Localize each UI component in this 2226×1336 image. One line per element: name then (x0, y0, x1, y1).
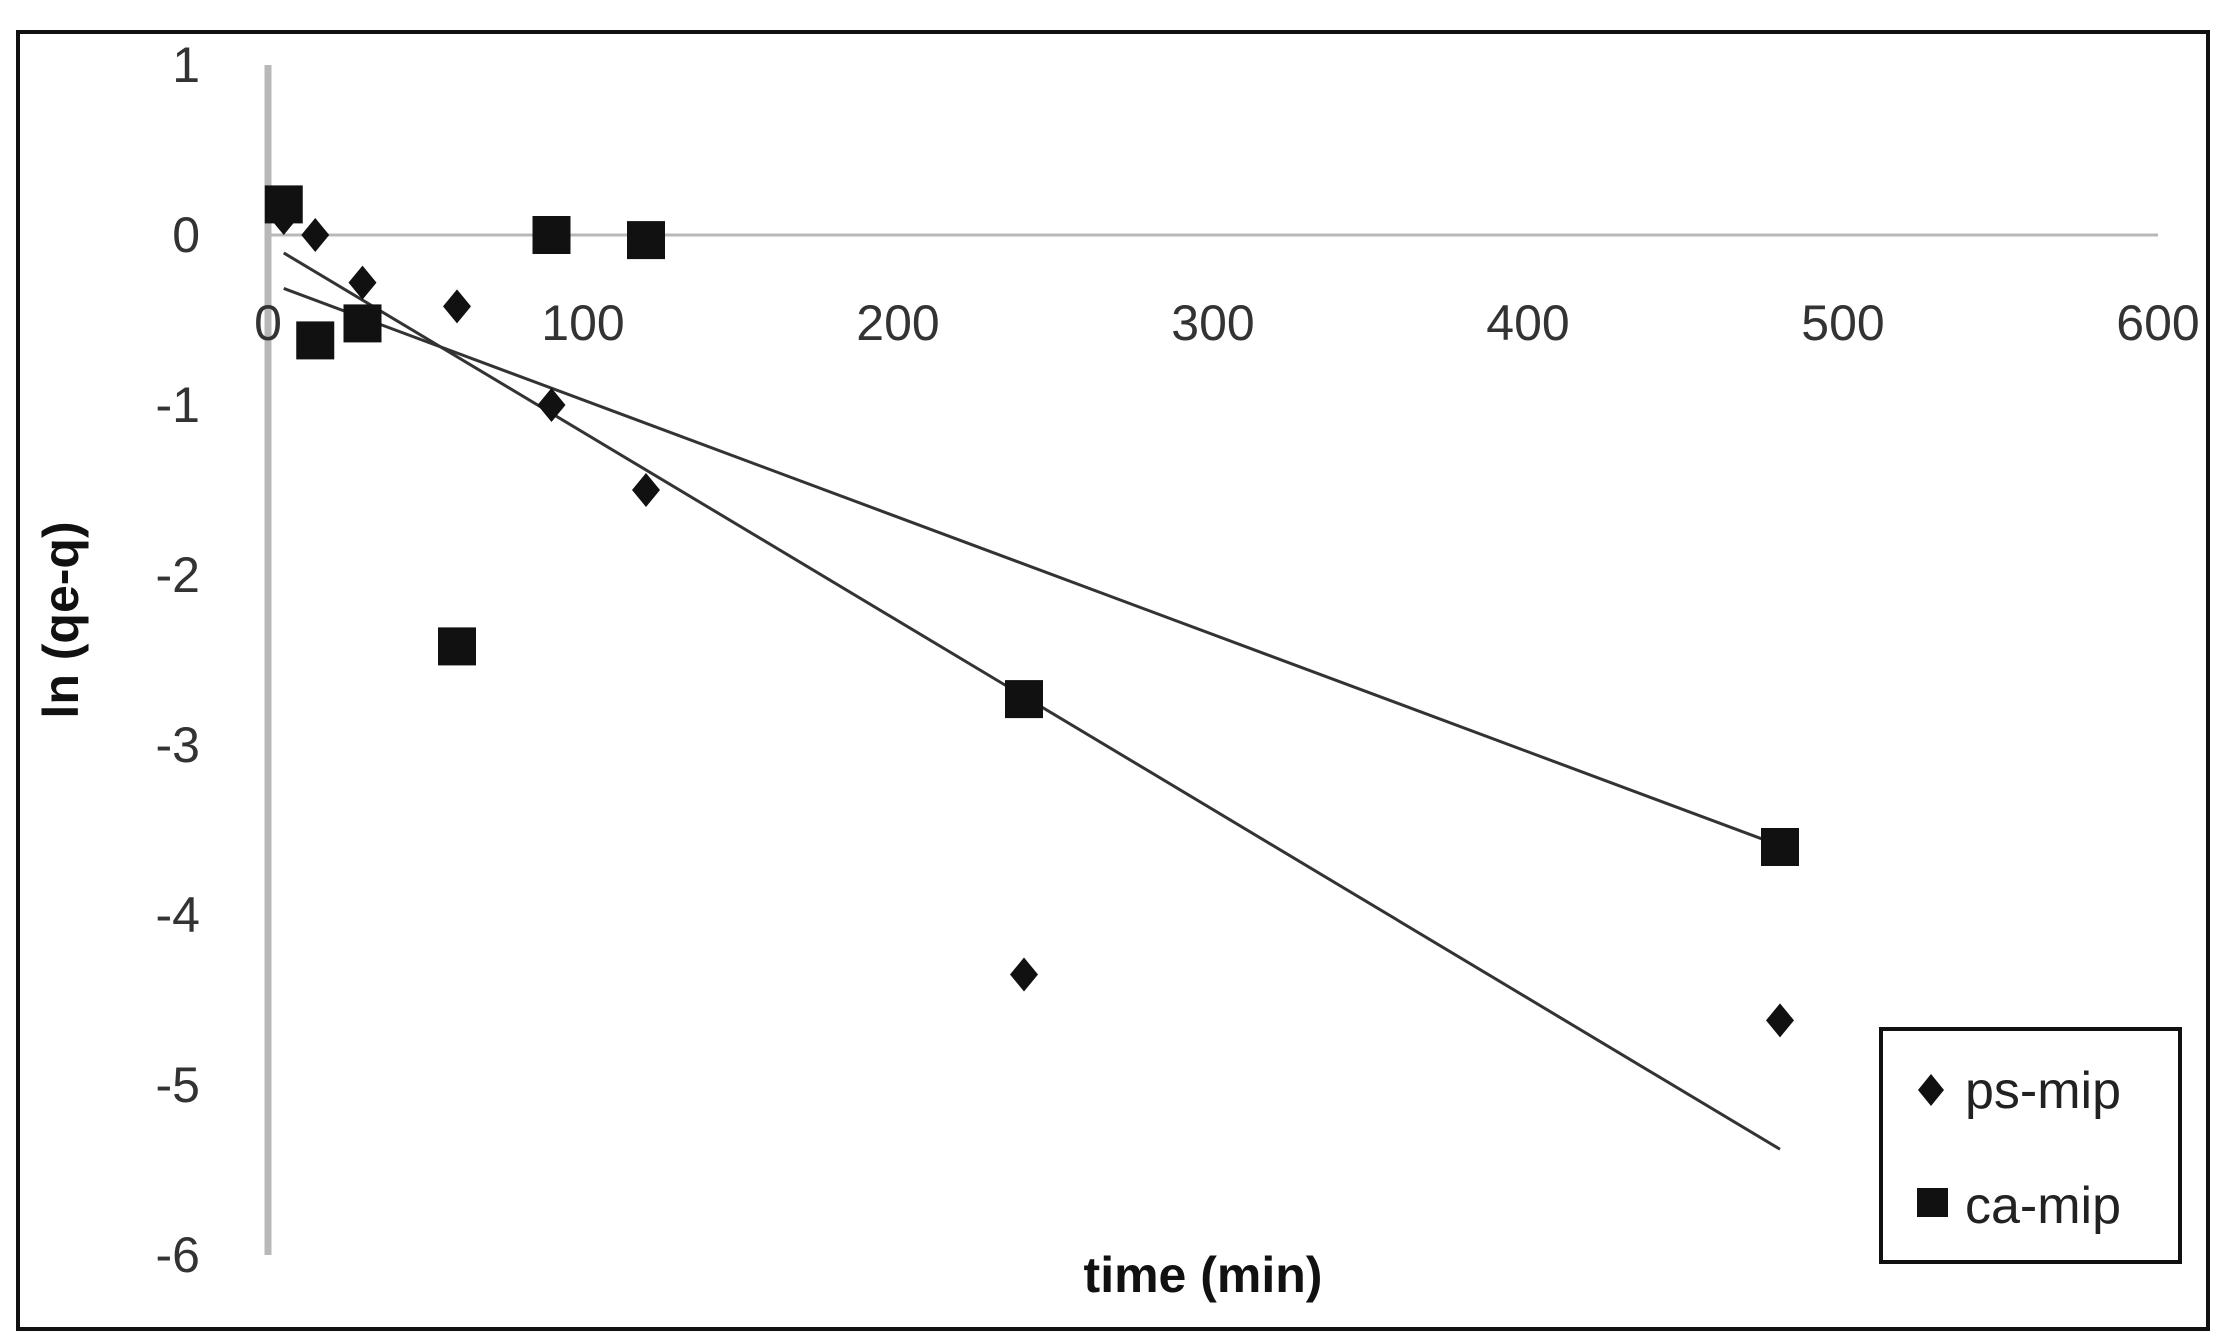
x-tick-labels: 0 100 200 300 400 500 600 (254, 295, 2200, 351)
legend-square-icon (1917, 1188, 1948, 1217)
x-tick-label: 100 (541, 295, 624, 351)
y-tick-label: -1 (156, 377, 200, 433)
data-point-ca-mip (532, 216, 571, 254)
legend-label-ps-mip: ps-mip (1965, 1062, 2121, 1120)
data-point-ca-mip (264, 185, 303, 224)
x-tick-label: 200 (856, 295, 939, 351)
y-tick-label: -4 (156, 887, 200, 943)
data-point-ps-mip (537, 388, 566, 422)
data-point-ps-mip (443, 289, 471, 324)
y-tick-label: 1 (172, 37, 200, 93)
y-tick-label: -2 (156, 547, 200, 603)
data-point-ps-mip (348, 265, 377, 300)
chart-frame (16, 30, 2210, 1331)
data-point-ca-mip (627, 221, 665, 260)
x-tick-label: 500 (1801, 295, 1884, 351)
y-tick-labels: 1 0 -1 -2 -3 -4 -5 -6 (156, 37, 200, 1283)
data-point-ps-mip (1766, 1003, 1794, 1038)
data-point-ps-mip (301, 218, 330, 252)
data-point-ca-mip (1761, 828, 1799, 866)
x-tick-label: 600 (2116, 295, 2199, 351)
trendline-ca-mip (283, 287, 1781, 848)
data-point-ca-mip (343, 304, 382, 343)
y-tick-label: -6 (156, 1227, 200, 1283)
data-point-ca-mip (1005, 680, 1043, 719)
y-tick-label: -3 (156, 717, 200, 773)
legend: ps-mip ca-mip (1879, 1027, 2182, 1264)
y-axis-title: ln (qe-q) (33, 521, 89, 718)
y-tick-label: -5 (156, 1057, 200, 1113)
legend-diamond-icon (1918, 1074, 1944, 1106)
x-tick-label: 400 (1486, 295, 1569, 351)
axes (264, 65, 2158, 1255)
legend-label-ca-mip: ca-mip (1965, 1177, 2121, 1235)
x-tick-label: 0 (254, 295, 282, 351)
data-point-ps-mip (1010, 957, 1038, 992)
y-tick-label: 0 (172, 207, 200, 263)
data-point-ps-mip (632, 473, 660, 507)
legend-box (1879, 1027, 2182, 1264)
x-axis-title: time (min) (1084, 1247, 1323, 1303)
data-markers (264, 185, 1799, 1038)
data-point-ca-mip (438, 627, 476, 666)
data-point-ca-mip (296, 321, 335, 360)
x-tick-label: 300 (1171, 295, 1254, 351)
